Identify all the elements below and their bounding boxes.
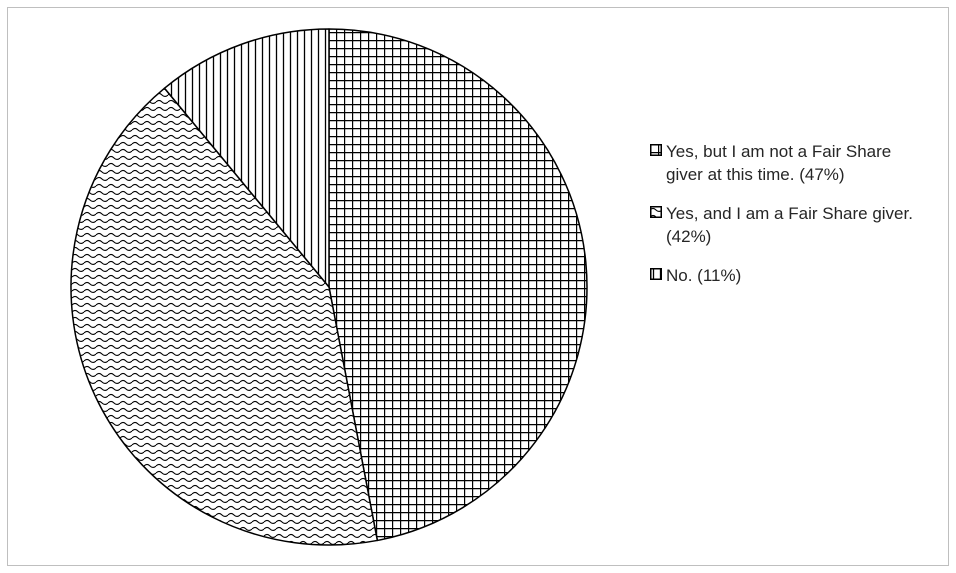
legend-item: Yes, but I am not a Fair Share giver at … [650, 140, 950, 186]
legend-label: No. (11%) [666, 266, 742, 285]
legend-swatch-wave [650, 206, 662, 218]
legend-swatch-vertical [650, 268, 662, 280]
pie-slice-vertical [163, 28, 330, 288]
pie-slice-grid [328, 28, 588, 542]
legend: Yes, but I am not a Fair Share giver at … [650, 140, 950, 303]
legend-item: Yes, and I am a Fair Share giver. (42%) [650, 202, 950, 248]
legend-swatch-grid [650, 144, 662, 156]
legend-label: Yes, and I am a Fair Share giver. (42%) [666, 204, 913, 246]
pie-slice-wave [70, 87, 379, 546]
legend-item: No. (11%) [650, 264, 950, 287]
legend-label: Yes, but I am not a Fair Share giver at … [666, 142, 892, 184]
